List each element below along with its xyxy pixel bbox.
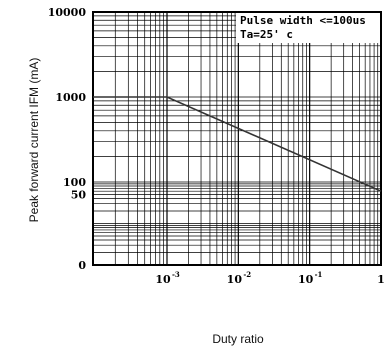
x-tick-exponent: -3: [172, 270, 180, 279]
chart-grid: [92, 11, 381, 266]
x-tick-label: 1: [377, 273, 385, 286]
annotation-background: [236, 13, 380, 43]
x-tick-labels: 10 -3 10 -2 10 -1 1: [155, 270, 384, 286]
annotation-pulse-width: Pulse width <=100us: [240, 14, 366, 27]
x-tick-label: 10: [227, 273, 243, 286]
series-line: [93, 96, 382, 192]
y-tick-label: 10000: [48, 6, 87, 19]
x-tick-exponent: -2: [243, 270, 251, 279]
y-tick-label: 100: [63, 176, 86, 189]
x-tick-exponent: -1: [315, 270, 323, 279]
y-tick-label: 50: [71, 188, 87, 201]
x-tick-label: 10: [155, 273, 171, 286]
y-tick-label: 0: [78, 259, 86, 272]
y-tick-label: 1000: [55, 91, 86, 104]
x-tick-label: 10: [298, 273, 314, 286]
annotation-temperature: Ta=25' c: [240, 28, 293, 41]
annotation-box: Pulse width <=100us Ta=25' c: [236, 13, 380, 43]
y-axis-title: Peak forward current IFM (mA): [27, 58, 41, 223]
x-axis-title: Duty ratio: [212, 332, 264, 346]
plot-frame: [92, 11, 382, 266]
